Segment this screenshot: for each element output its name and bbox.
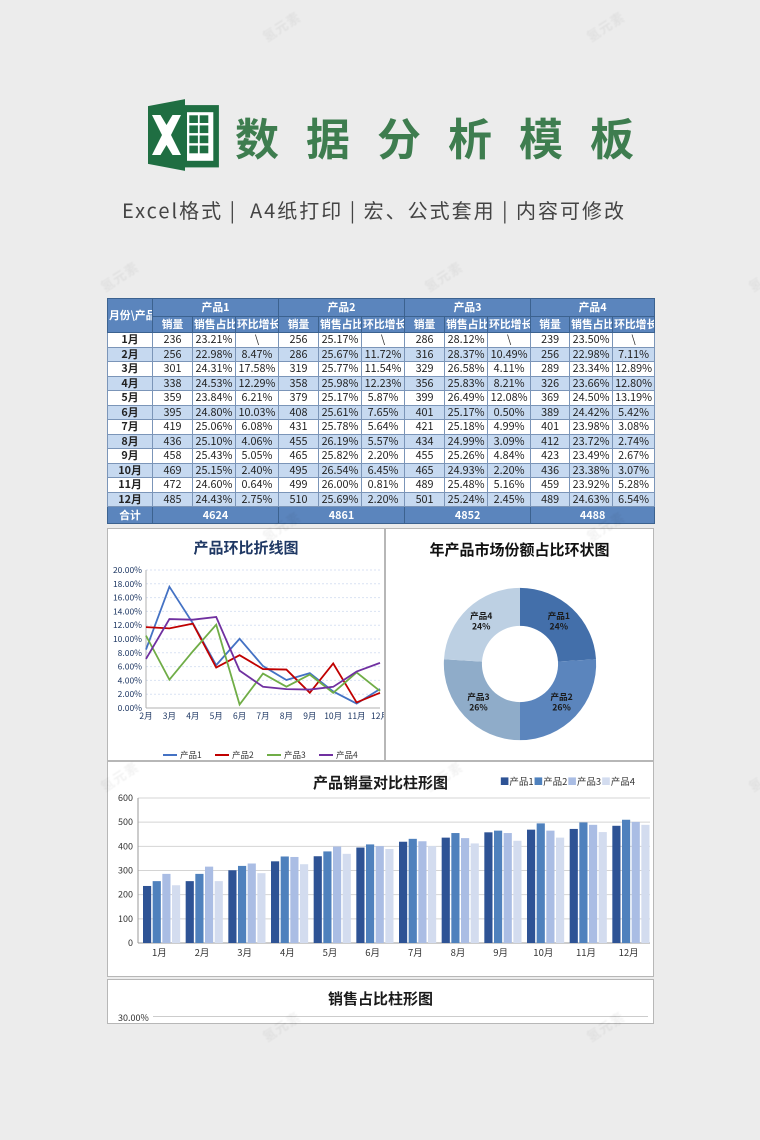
svg-text:产品3: 产品3 (284, 749, 306, 761)
svg-text:600: 600 (118, 793, 133, 804)
svg-text:0: 0 (128, 936, 133, 949)
svg-text:26%: 26% (552, 701, 571, 713)
svg-text:10.00%: 10.00% (113, 633, 142, 645)
svg-text:16.00%: 16.00% (113, 592, 142, 604)
svg-text:14.00%: 14.00% (113, 605, 142, 617)
svg-text:6.00%: 6.00% (118, 661, 143, 673)
svg-text:7月: 7月 (408, 945, 423, 959)
svg-text:24%: 24% (471, 620, 490, 632)
svg-text:12月: 12月 (371, 710, 385, 722)
svg-text:100: 100 (118, 912, 133, 925)
svg-text:200: 200 (118, 888, 133, 901)
svg-text:12月: 12月 (619, 945, 639, 959)
svg-text:11月: 11月 (348, 710, 366, 722)
svg-text:12.00%: 12.00% (113, 619, 142, 631)
svg-text:产品4: 产品4 (336, 749, 358, 761)
svg-text:2月: 2月 (139, 710, 152, 722)
svg-text:8月: 8月 (280, 710, 293, 722)
svg-text:300: 300 (118, 864, 133, 877)
svg-text:26%: 26% (469, 701, 488, 713)
svg-text:4月: 4月 (186, 710, 199, 722)
svg-text:4.00%: 4.00% (118, 674, 143, 686)
svg-text:20.00%: 20.00% (113, 564, 142, 576)
svg-text:3月: 3月 (163, 710, 176, 722)
svg-text:产品2: 产品2 (232, 749, 254, 761)
svg-text:7月: 7月 (256, 710, 269, 722)
svg-text:500: 500 (118, 815, 133, 828)
svg-text:2月: 2月 (195, 945, 210, 959)
svg-text:2.00%: 2.00% (118, 688, 143, 700)
svg-text:10月: 10月 (324, 710, 342, 722)
svg-text:400: 400 (118, 839, 133, 852)
svg-text:8月: 8月 (451, 945, 466, 959)
svg-text:9月: 9月 (303, 710, 316, 722)
svg-text:8.00%: 8.00% (118, 647, 143, 659)
svg-text:6月: 6月 (233, 710, 246, 722)
svg-text:产品1: 产品1 (180, 749, 202, 761)
svg-text:11月: 11月 (576, 945, 596, 959)
svg-text:9月: 9月 (493, 945, 508, 959)
svg-text:18.00%: 18.00% (113, 578, 142, 590)
svg-text:5月: 5月 (323, 945, 338, 959)
svg-text:3月: 3月 (237, 945, 252, 959)
svg-text:10月: 10月 (533, 945, 553, 959)
svg-text:24%: 24% (549, 620, 568, 632)
svg-text:1月: 1月 (152, 945, 167, 959)
svg-text:6月: 6月 (365, 945, 380, 959)
svg-text:5月: 5月 (210, 710, 223, 722)
svg-text:4月: 4月 (280, 945, 295, 959)
